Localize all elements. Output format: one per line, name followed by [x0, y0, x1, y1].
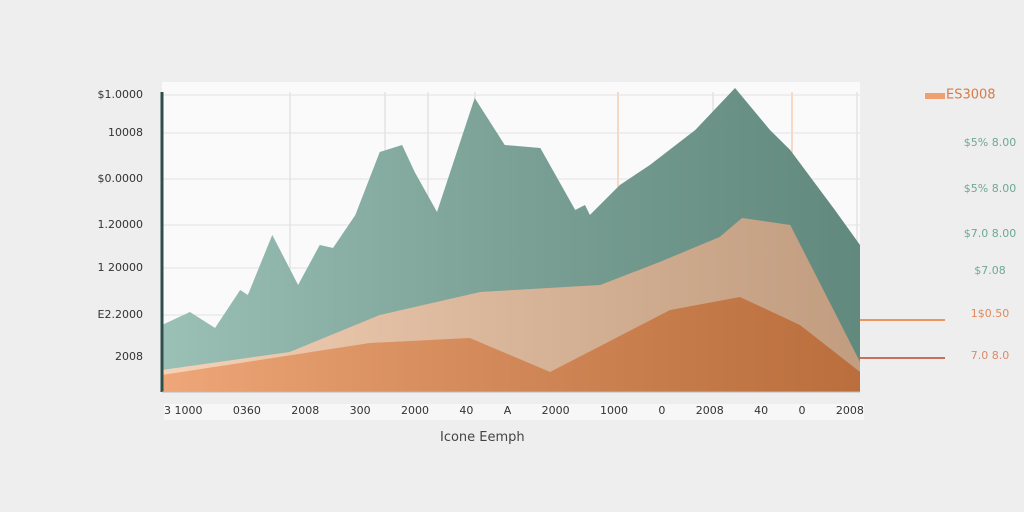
y-tick-label: 2008 — [115, 350, 143, 363]
y-tick-label: 1.20000 — [98, 218, 144, 231]
x-label: 0 — [658, 404, 666, 417]
x-label: A — [503, 404, 512, 417]
right-label: $5% 8.00 — [964, 136, 1016, 149]
right-label: $7.08 — [974, 264, 1006, 277]
x-label: 300 — [349, 404, 371, 417]
title-marker — [925, 93, 945, 99]
y-tick-label: E2.2000 — [98, 308, 143, 321]
x-label: 2000 — [541, 404, 570, 417]
chart-title: ES3008 — [946, 88, 996, 103]
plot — [162, 88, 860, 392]
x-label: 40 — [754, 404, 769, 417]
x-label: 2008 — [291, 404, 320, 417]
x-label: 2008 — [835, 404, 864, 417]
x-label: 3 1000 — [164, 404, 203, 417]
x-label: 2000 — [401, 404, 429, 417]
x-label: 2008 — [695, 404, 724, 417]
y-tick-label: 1 20000 — [98, 261, 144, 274]
right-label: 1$0.50 — [971, 307, 1010, 320]
caption: Icone Eemph — [440, 430, 525, 445]
area-shade — [162, 297, 860, 392]
y-tick-label: $0.0000 — [98, 172, 144, 185]
y-tick-label: 10008 — [108, 126, 143, 139]
x-labels: 3 1000 0360 2008 300 2000 40 A 2000 1000 0 2008 40 0… — [164, 404, 864, 420]
x-label: 0 — [798, 404, 806, 417]
x-label: 40 — [459, 404, 474, 417]
right-label: 7.0 8.0 — [971, 349, 1009, 362]
x-label: 1000 — [600, 404, 629, 417]
right-label: $5% 8.00 — [964, 182, 1016, 195]
x-label: 0360 — [232, 404, 261, 417]
y-tick-label: $1.0000 — [98, 88, 144, 101]
right-label: $7.0 8.00 — [964, 227, 1016, 240]
